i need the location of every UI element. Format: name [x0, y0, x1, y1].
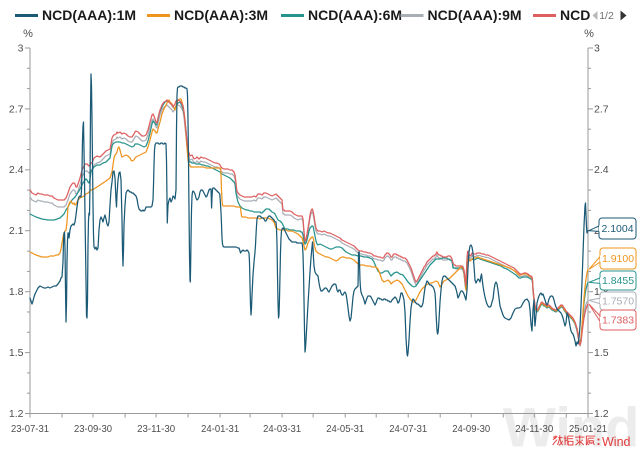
svg-text:2.7: 2.7 [9, 103, 24, 115]
svg-text:2.4: 2.4 [9, 164, 24, 176]
svg-text:24-11-30: 24-11-30 [515, 423, 553, 435]
svg-text:23-07-31: 23-07-31 [11, 423, 49, 435]
svg-text:1.5: 1.5 [594, 347, 609, 359]
svg-text:24-03-31: 24-03-31 [263, 423, 301, 435]
svg-text:NCD(AAA):1M: NCD(AAA):1M [42, 7, 136, 23]
svg-text:1.8455: 1.8455 [602, 275, 634, 287]
svg-text:Wind: Wind [503, 396, 639, 450]
svg-text:25-01-21: 25-01-21 [569, 423, 607, 435]
svg-text:1.7570: 1.7570 [602, 296, 634, 308]
svg-text:3: 3 [18, 42, 24, 54]
svg-text:24-01-31: 24-01-31 [201, 423, 239, 435]
svg-text:24-05-31: 24-05-31 [326, 423, 364, 435]
svg-text:NCD: NCD [560, 7, 590, 23]
svg-text:2.4: 2.4 [594, 164, 609, 176]
svg-text:23-11-30: 23-11-30 [137, 423, 175, 435]
svg-text:24-07-31: 24-07-31 [389, 423, 427, 435]
svg-text:%: % [584, 28, 594, 40]
svg-text:NCD(AAA):3M: NCD(AAA):3M [174, 7, 268, 23]
svg-text:NCD(AAA):9M: NCD(AAA):9M [428, 7, 522, 23]
svg-text:2.1: 2.1 [9, 225, 24, 237]
svg-text:1.7383: 1.7383 [602, 315, 634, 327]
svg-text:1.2: 1.2 [594, 408, 609, 420]
svg-text:NCD(AAA):6M: NCD(AAA):6M [308, 7, 402, 23]
svg-text:2.1004: 2.1004 [601, 223, 633, 235]
svg-text:24-09-30: 24-09-30 [452, 423, 490, 435]
svg-text:%: % [23, 28, 33, 40]
svg-text:1.5: 1.5 [9, 347, 24, 359]
svg-text:Wind: Wind [602, 435, 631, 449]
svg-text:1.8: 1.8 [9, 286, 24, 298]
svg-text:2.7: 2.7 [594, 103, 609, 115]
svg-text:23-09-30: 23-09-30 [74, 423, 112, 435]
svg-text:1.2: 1.2 [9, 408, 24, 420]
svg-text:3: 3 [594, 42, 600, 54]
svg-text:1.9100: 1.9100 [602, 253, 634, 265]
svg-text:1/2: 1/2 [599, 10, 614, 22]
